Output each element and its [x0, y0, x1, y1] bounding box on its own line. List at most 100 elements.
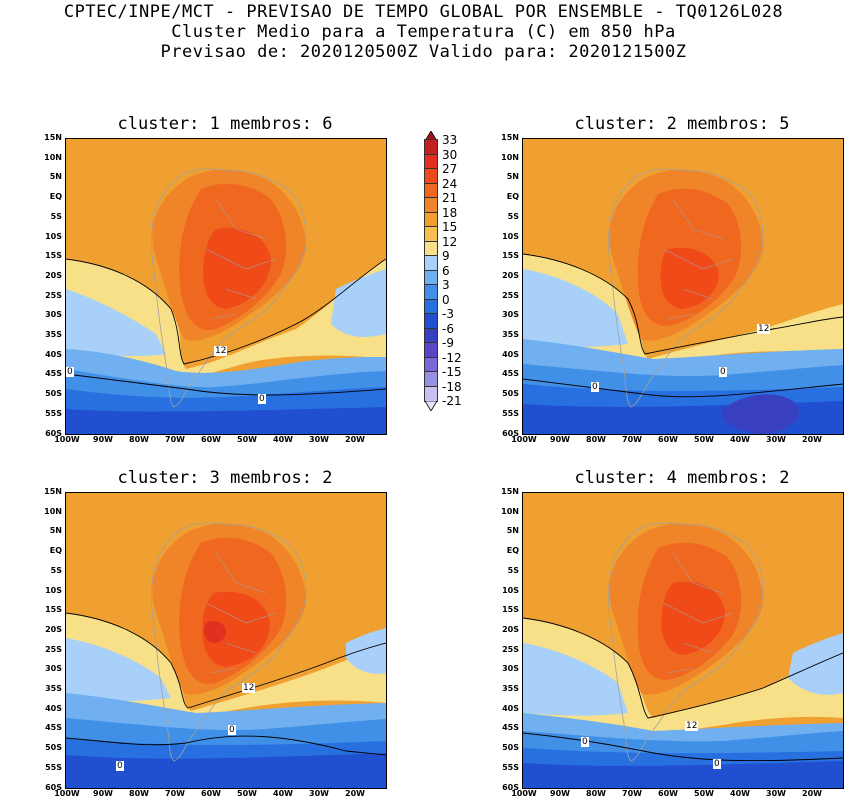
longitude-tick-label: 100W: [54, 789, 80, 798]
latitude-tick-label: EQ: [506, 546, 519, 556]
colorbar-label: 30: [442, 147, 458, 162]
panel-2-title: cluster: 2 membros: 5: [574, 114, 790, 134]
latitude-tick-label: 60S: [502, 782, 519, 792]
colorbar-label: 6: [442, 263, 450, 278]
latitude-tick-label: 5N: [506, 172, 519, 182]
longitude-tick-label: 50W: [237, 789, 257, 798]
isotherm-label: 0: [581, 737, 589, 747]
colorbar-label: 0: [442, 292, 450, 307]
latitude-tick-label: 50S: [502, 743, 519, 753]
latitude-tick-label: 40S: [502, 703, 519, 713]
latitude-tick-label: 40S: [45, 703, 62, 713]
latitude-tick-label: 5S: [50, 211, 62, 221]
latitude-tick-label: 5N: [49, 526, 62, 536]
longitude-tick-label: 50W: [694, 789, 714, 798]
latitude-tick-label: 25S: [45, 290, 62, 300]
longitude-tick-label: 30W: [309, 789, 329, 798]
panel-3-map: 12 0 0: [65, 492, 387, 789]
latitude-tick-label: 15N: [44, 133, 62, 142]
longitude-tick-label: 70W: [622, 435, 642, 444]
latitude-tick-label: 15S: [45, 251, 62, 261]
isotherm-label: 12: [242, 683, 256, 693]
longitude-tick-label: 50W: [237, 435, 257, 444]
colorbar-swatch: [424, 284, 438, 301]
colorbar-bottom-arrow: [424, 401, 438, 411]
latitude-tick-label: 5N: [49, 172, 62, 182]
coastline: [150, 168, 307, 408]
temperature-field: [523, 139, 843, 434]
longitude-tick-label: 100W: [54, 435, 80, 444]
title-line-1: CPTEC/INPE/MCT - PREVISAO DE TEMPO GLOBA…: [63, 2, 784, 22]
temperature-field: [66, 493, 386, 788]
latitude-tick-label: 5S: [50, 565, 62, 575]
latitude-tick-label: EQ: [49, 546, 62, 556]
latitude-tick-label: 10S: [45, 585, 62, 595]
isotherm-label: 12: [214, 346, 228, 356]
colorbar-label: -18: [442, 379, 462, 394]
temperature-band: [203, 621, 226, 643]
isotherm-line: [523, 617, 843, 719]
colorbar-label: -21: [442, 394, 462, 408]
temperature-band: [523, 761, 843, 788]
colorbar-top-arrow: [424, 131, 438, 141]
latitude-tick-label: 20S: [45, 624, 62, 634]
country-borders: [662, 198, 734, 320]
latitude-tick-label: 15N: [44, 487, 62, 496]
latitude-tick-label: 55S: [502, 408, 519, 418]
latitude-tick-label: 40S: [45, 349, 62, 359]
latitude-tick-label: 20S: [502, 624, 519, 634]
latitude-tick-label: 10N: [44, 152, 62, 162]
latitude-tick-label: 50S: [45, 389, 62, 399]
isotherm-line: [66, 612, 386, 709]
temperature-band: [202, 591, 270, 667]
colorbar-swatch: [424, 356, 438, 373]
temperature-band: [66, 628, 386, 702]
colorbar-label: 9: [442, 249, 450, 263]
latitude-tick-label: 60S: [45, 782, 62, 792]
isotherm-line: [523, 253, 843, 355]
latitude-tick-label: 55S: [45, 408, 62, 418]
panel-1-map: 12 0 0: [65, 138, 387, 435]
isotherm-label: 12: [757, 324, 771, 334]
isotherm-line: [523, 732, 843, 762]
temperature-band: [523, 633, 843, 716]
latitude-tick-label: 45S: [502, 369, 519, 379]
colorbar-swatch: [424, 327, 438, 344]
isotherm-label: 0: [591, 382, 599, 392]
longitude-tick-label: 40W: [730, 435, 750, 444]
temperature-band: [203, 227, 271, 309]
isotherm-label: 0: [66, 367, 74, 377]
panel-4-map: 12 0 0: [522, 492, 844, 789]
longitude-tick-label: 80W: [586, 435, 606, 444]
colorbar-label: -9: [442, 336, 454, 350]
colorbar-label: -12: [442, 350, 462, 365]
longitude-tick-label: 60W: [201, 435, 221, 444]
country-borders: [205, 552, 277, 674]
longitude-tick-label: 70W: [622, 789, 642, 798]
colorbar-label: -15: [442, 365, 462, 379]
panel-3-title: cluster: 3 membros: 2: [117, 468, 333, 488]
latitude-tick-label: 10S: [502, 231, 519, 241]
latitude-tick-label: 30S: [502, 664, 519, 674]
coastline: [607, 168, 764, 408]
latitude-tick-label: 10S: [45, 231, 62, 241]
longitude-tick-label: 40W: [730, 789, 750, 798]
isotherm-label: 0: [713, 759, 721, 769]
colorbar-swatch: [424, 153, 438, 170]
latitude-tick-label: EQ: [49, 192, 62, 202]
isotherm-line: [523, 378, 843, 398]
longitude-tick-label: 60W: [658, 789, 678, 798]
temperature-band: [66, 407, 386, 434]
longitude-tick-label: 20W: [802, 789, 822, 798]
isotherm-label: 12: [685, 721, 699, 731]
latitude-tick-label: 30S: [45, 310, 62, 320]
longitude-tick-label: 80W: [129, 789, 149, 798]
latitude-tick-label: 5S: [507, 211, 519, 221]
colorbar-swatch: [424, 168, 438, 185]
latitude-tick-label: 25S: [45, 644, 62, 654]
country-borders: [662, 552, 734, 674]
latitude-tick-label: 45S: [45, 723, 62, 733]
latitude-tick-label: 25S: [502, 290, 519, 300]
title-line-2: Cluster Medio para a Temperatura (C) em …: [171, 22, 676, 42]
latitude-tick-label: 5N: [506, 526, 519, 536]
